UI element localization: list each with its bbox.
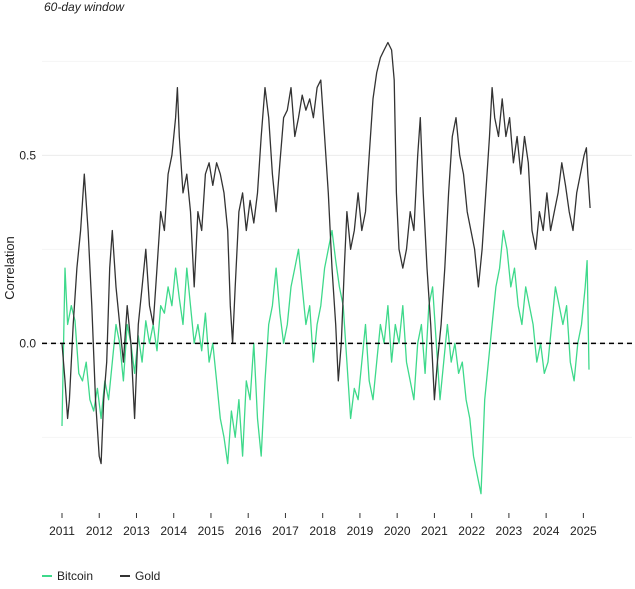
- x-tick-label-2023: 2023: [496, 524, 523, 538]
- x-tick-label-2011: 2011: [49, 524, 75, 538]
- x-tick-label-2019: 2019: [347, 524, 374, 538]
- x-tick-label-2017: 2017: [272, 524, 299, 538]
- x-axis: 2011 2012 2013 2014 2015 2016 2017 2018 2019 2020…: [49, 513, 597, 538]
- chart-subtitle: 60-day window: [44, 0, 125, 14]
- x-tick-label-2013: 2013: [123, 524, 150, 538]
- y-axis-title: Correlation: [2, 236, 17, 300]
- x-tick-label-2020: 2020: [384, 524, 411, 538]
- y-tick-label-1: 0.5: [19, 148, 36, 162]
- series-line-bitcoin: [61, 229, 590, 495]
- y-axis: 0.0 0.5: [19, 148, 36, 350]
- legend-label-bitcoin: Bitcoin: [57, 569, 93, 583]
- legend: Bitcoin Gold: [42, 569, 160, 583]
- x-tick-label-2024: 2024: [533, 524, 560, 538]
- grid-layer: [42, 60, 632, 438]
- x-tick-label-2021: 2021: [421, 524, 448, 538]
- x-tick-label-2014: 2014: [160, 524, 187, 538]
- x-tick-label-2015: 2015: [198, 524, 225, 538]
- x-tick-label-2025: 2025: [570, 524, 597, 538]
- x-tick-label-2022: 2022: [458, 524, 485, 538]
- legend-label-gold: Gold: [135, 569, 160, 583]
- series-layer: [61, 41, 591, 495]
- x-tick-label-2012: 2012: [86, 524, 113, 538]
- y-tick-label-0: 0.0: [19, 336, 36, 350]
- x-tick-label-2018: 2018: [309, 524, 336, 538]
- series-line-gold: [61, 41, 591, 465]
- x-tick-label-2016: 2016: [235, 524, 262, 538]
